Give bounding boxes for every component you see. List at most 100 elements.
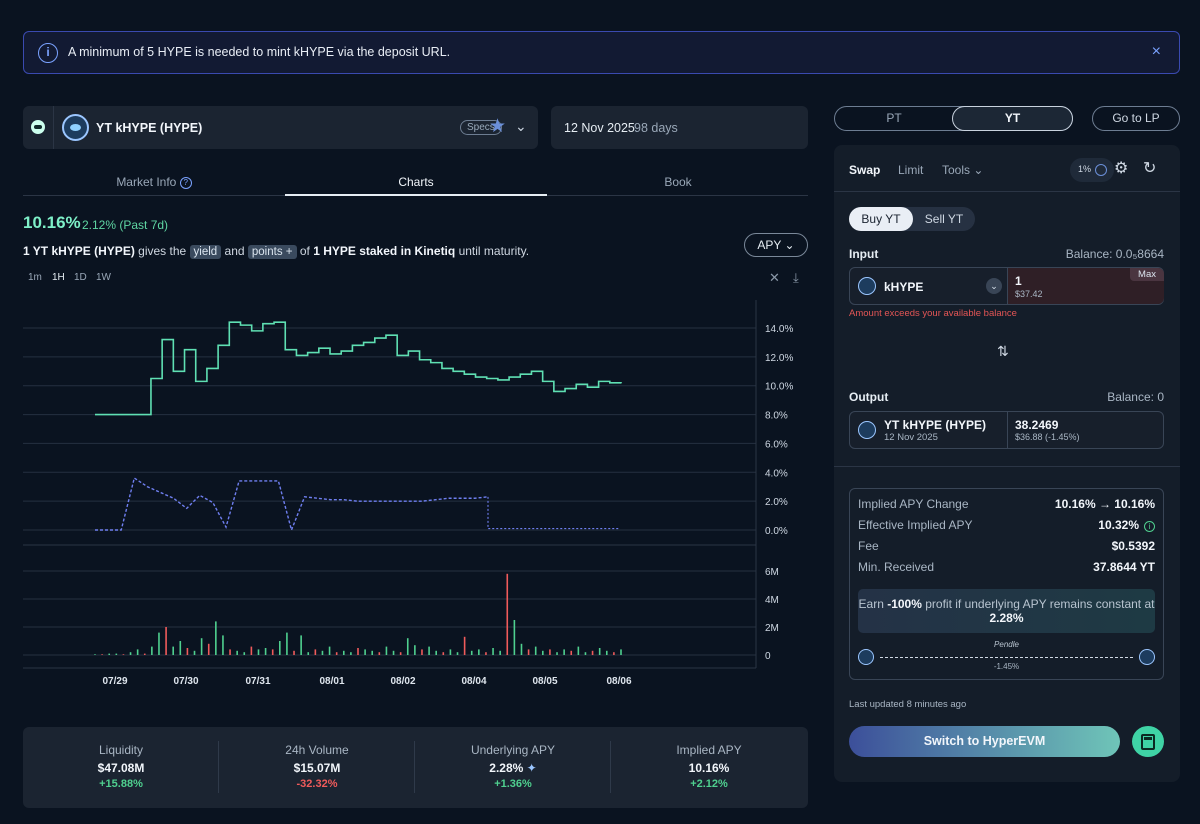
swap-direction-icon[interactable]: ⇅ bbox=[997, 343, 1009, 359]
market-selector[interactable]: YT kHYPE (HYPE) Specs ★ ⌄ bbox=[23, 106, 538, 149]
token-dropdown-icon[interactable]: ⌄ bbox=[986, 278, 1002, 294]
switch-network-button[interactable]: Switch to HyperEVM bbox=[849, 726, 1120, 757]
volume-bar bbox=[357, 648, 359, 655]
volume-bar bbox=[364, 649, 366, 655]
help-icon[interactable]: ? bbox=[179, 177, 192, 189]
volume-bar bbox=[577, 646, 580, 655]
volume-bar bbox=[371, 650, 374, 655]
favorite-star-icon[interactable]: ★ bbox=[489, 116, 507, 137]
volume-bar bbox=[399, 652, 402, 655]
buy-sell-toggle: Buy YT Sell YT bbox=[849, 207, 975, 231]
volume-bar bbox=[293, 650, 295, 655]
slippage-setting[interactable]: 1% bbox=[1070, 158, 1114, 182]
output-token-field: YT kHYPE (HYPE) 12 Nov 2025 38.2469 $36.… bbox=[849, 411, 1164, 449]
volume-bar bbox=[613, 652, 615, 655]
volume-bar bbox=[101, 654, 103, 655]
volume-bar bbox=[328, 646, 331, 655]
x-axis-tick: 08/01 bbox=[319, 676, 344, 687]
specs-button[interactable]: Specs bbox=[460, 120, 502, 135]
volume-bar bbox=[186, 648, 189, 655]
close-icon[interactable]: × bbox=[1151, 43, 1161, 60]
market-stats: Liquidity $47.08M +15.88% 24h Volume $15… bbox=[23, 727, 808, 808]
calculator-icon[interactable] bbox=[1132, 726, 1164, 757]
max-button[interactable]: Max bbox=[1130, 268, 1164, 281]
tab-book[interactable]: Book bbox=[664, 175, 692, 189]
volume-bar bbox=[392, 650, 395, 655]
info-banner: i A minimum of 5 HYPE is needed to mint … bbox=[23, 31, 1180, 74]
timeframe-1h[interactable]: 1H bbox=[52, 272, 65, 283]
input-token-field: kHYPE ⌄ 1 $37.42 Max bbox=[849, 267, 1164, 305]
input-balance: Balance: 0.0₅8664 bbox=[1065, 247, 1164, 261]
tab-charts[interactable]: Charts bbox=[398, 175, 434, 189]
info-icon[interactable]: i bbox=[1144, 521, 1155, 532]
volume-bar bbox=[442, 652, 445, 655]
x-axis-tick: 08/04 bbox=[461, 676, 486, 687]
timeframe-1d[interactable]: 1D bbox=[74, 272, 87, 283]
route-end-icon bbox=[1139, 649, 1155, 665]
chart-tools-icon[interactable]: ✕ bbox=[769, 270, 780, 285]
sell-yt-button[interactable]: Sell YT bbox=[924, 212, 964, 226]
volume-bar bbox=[549, 649, 551, 655]
volume-bar bbox=[435, 650, 437, 655]
apy-axis-tick: 6.0% bbox=[765, 439, 788, 450]
volume-bar bbox=[598, 648, 601, 655]
volume-bar bbox=[236, 650, 238, 655]
points-tag[interactable]: points + bbox=[247, 245, 297, 259]
x-axis-tick: 08/02 bbox=[390, 676, 415, 687]
volume-bar bbox=[129, 652, 132, 655]
volume-bar bbox=[470, 650, 473, 655]
apy-axis-tick: 12.0% bbox=[765, 353, 793, 364]
tab-market-info[interactable]: Market Info ? bbox=[23, 175, 285, 189]
chain-icon bbox=[31, 120, 45, 134]
download-icon[interactable]: ⤓ bbox=[793, 270, 799, 285]
apy-metric-select[interactable]: APY ⌄ bbox=[744, 233, 808, 257]
apy-axis-tick: 10.0% bbox=[765, 382, 793, 393]
volume-bar bbox=[207, 643, 210, 655]
divider bbox=[834, 191, 1180, 192]
volume-bar bbox=[342, 650, 345, 655]
gear-icon[interactable]: ⚙ bbox=[1114, 160, 1129, 177]
apy-axis-tick: 14.0% bbox=[765, 324, 793, 335]
toggle-pt[interactable]: PT bbox=[886, 111, 902, 125]
refresh-icon[interactable]: ↻ bbox=[1143, 160, 1157, 177]
swap-route: Pendle -1.45% bbox=[858, 640, 1155, 671]
khype-logo-icon bbox=[62, 114, 89, 141]
volume-bar bbox=[378, 652, 381, 655]
volume-bar bbox=[271, 649, 274, 655]
input-label: Input bbox=[849, 247, 879, 261]
volume-bar bbox=[506, 573, 509, 655]
last-updated: Last updated 8 minutes ago bbox=[849, 699, 967, 710]
yield-tag: yield bbox=[189, 245, 222, 259]
toggle-yt[interactable]: YT bbox=[952, 106, 1073, 131]
tab-tools[interactable]: Tools ⌄ bbox=[942, 163, 984, 177]
volume-axis-tick: 6M bbox=[765, 567, 779, 578]
apy-axis-tick: 0.0% bbox=[765, 526, 788, 537]
volume-bar bbox=[492, 648, 494, 655]
tab-limit[interactable]: Limit bbox=[898, 163, 924, 177]
volume-bar bbox=[478, 649, 480, 655]
volume-bar bbox=[179, 641, 182, 655]
input-usd: $37.42 bbox=[1015, 289, 1043, 299]
chevron-down-icon[interactable]: ⌄ bbox=[515, 118, 527, 134]
go-to-lp-button[interactable]: Go to LP bbox=[1092, 106, 1180, 131]
input-amount-field[interactable]: 1 $37.42 Max bbox=[1007, 268, 1164, 304]
buy-yt-button[interactable]: Buy YT bbox=[849, 207, 913, 231]
timeframe-1m[interactable]: 1m bbox=[28, 272, 42, 283]
trade-details: Implied APY Change 10.16% → 10.16% Effec… bbox=[849, 488, 1164, 680]
days-left: 98 days bbox=[634, 121, 678, 135]
volume-bar bbox=[406, 638, 409, 655]
volume-bar bbox=[122, 654, 125, 655]
x-axis-tick: 07/29 bbox=[102, 676, 127, 687]
stat-liquidity: Liquidity $47.08M +15.88% bbox=[23, 727, 219, 808]
volume-bar bbox=[172, 646, 174, 655]
price-chart[interactable]: 14.0% 12.0% 10.0% 8.0% 6.0% 4.0% 2.0% 0.0% 6M 4M 2… bbox=[23, 300, 808, 692]
output-amount: 38.2469 bbox=[1015, 418, 1059, 432]
timeframe-1w[interactable]: 1W bbox=[96, 272, 111, 283]
input-amount[interactable]: 1 bbox=[1015, 274, 1022, 288]
tab-swap[interactable]: Swap bbox=[849, 163, 881, 177]
route-protocol: Pendle bbox=[994, 640, 1019, 649]
volume-bar bbox=[94, 654, 96, 655]
stat-underlying-apy: Underlying APY 2.28% ✦ +1.36% bbox=[415, 727, 611, 808]
x-axis-tick: 08/06 bbox=[606, 676, 631, 687]
market-name: YT kHYPE (HYPE) bbox=[96, 121, 203, 135]
